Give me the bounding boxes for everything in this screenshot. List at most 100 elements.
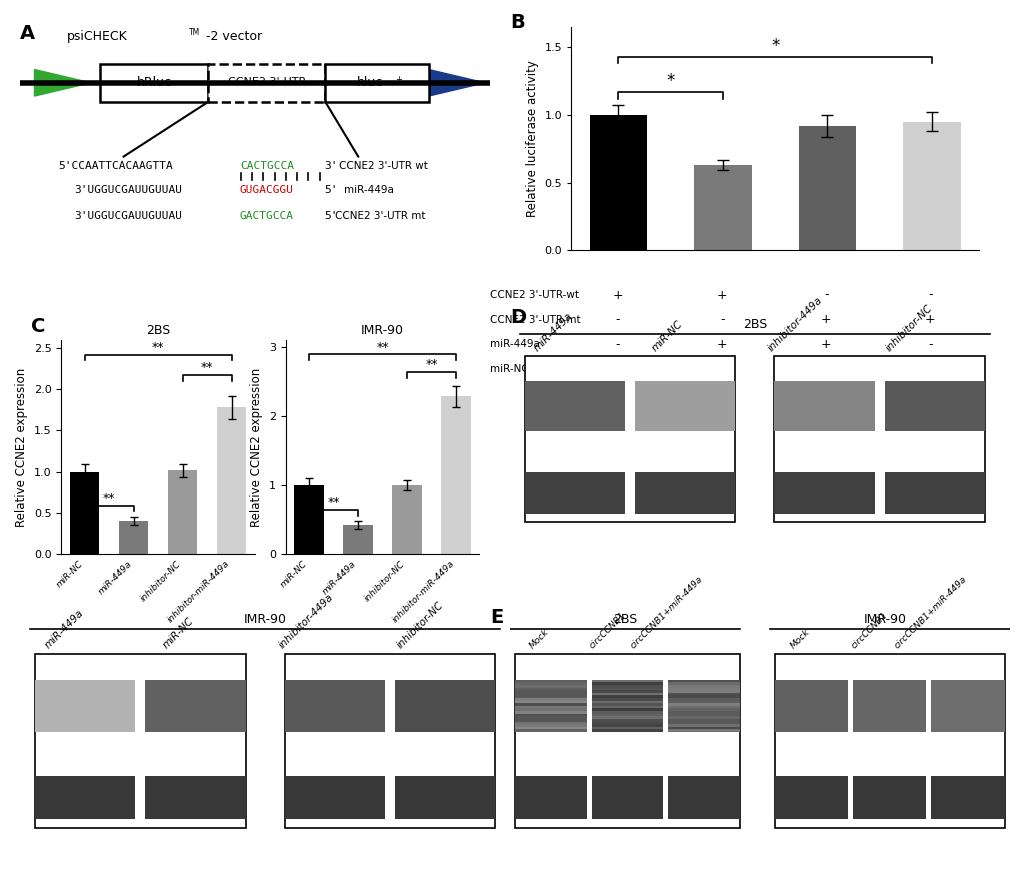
Text: E: E (489, 608, 502, 627)
Bar (667, 730, 739, 732)
Bar (515, 724, 586, 727)
Text: A: A (20, 24, 36, 43)
Y-axis label: Relative CCNE2 expression: Relative CCNE2 expression (250, 367, 263, 527)
Bar (515, 716, 586, 719)
Bar (515, 711, 586, 713)
Text: D: D (510, 308, 526, 327)
Text: B: B (510, 13, 524, 32)
Bar (902, 122, 960, 250)
Bar (667, 719, 739, 721)
Bar (773, 381, 874, 431)
Bar (667, 721, 739, 724)
Bar (773, 472, 874, 514)
Bar (667, 696, 739, 698)
Text: +: + (394, 75, 401, 84)
Bar (667, 679, 739, 682)
Bar (667, 724, 739, 727)
Bar (591, 701, 662, 704)
Text: 2BS: 2BS (612, 613, 637, 627)
Bar (667, 698, 739, 701)
Bar (591, 713, 662, 716)
Bar (774, 679, 848, 732)
Text: -: - (927, 289, 931, 301)
Bar (667, 690, 739, 693)
Bar (515, 701, 586, 704)
Bar (667, 701, 739, 704)
Bar (119, 521, 148, 554)
Text: -: - (615, 338, 620, 350)
Bar (591, 679, 662, 682)
Text: circCCNB1+miR-449a: circCCNB1+miR-449a (628, 575, 703, 651)
Bar (515, 685, 586, 687)
Bar (694, 165, 751, 250)
Bar (852, 679, 925, 732)
Bar (667, 716, 739, 719)
Bar (524, 472, 625, 514)
Y-axis label: Relative CCNE2 expression: Relative CCNE2 expression (15, 367, 29, 527)
Bar (515, 727, 586, 730)
Bar (589, 114, 647, 250)
Bar (667, 776, 739, 819)
Text: IMR-90: IMR-90 (862, 613, 906, 627)
Bar (591, 706, 662, 708)
Text: C: C (31, 317, 45, 336)
Bar (773, 356, 984, 522)
Bar (515, 696, 586, 698)
Text: Mock: Mock (527, 628, 550, 651)
Title: 2BS: 2BS (146, 325, 170, 337)
Text: circCCNB1: circCCNB1 (849, 611, 889, 651)
Text: +: + (924, 313, 934, 326)
Bar (145, 776, 246, 819)
Bar (774, 776, 848, 819)
Bar (591, 690, 662, 693)
Bar (591, 716, 662, 719)
Bar (591, 776, 662, 819)
Text: inhibitor-449a: inhibitor-449a (276, 593, 334, 651)
Bar (168, 470, 197, 554)
Bar (667, 706, 739, 708)
Text: CCNE2 3'-UTR mt: CCNE2 3'-UTR mt (334, 211, 425, 221)
Text: +: + (820, 338, 830, 350)
Text: 2BS: 2BS (742, 318, 766, 332)
Text: circCCNB1+miR-449a: circCCNB1+miR-449a (892, 575, 967, 651)
Text: +: + (924, 362, 934, 375)
Text: miR-NC: miR-NC (489, 364, 528, 374)
Bar (524, 381, 625, 431)
Text: miR-NC: miR-NC (161, 616, 196, 651)
Bar (591, 685, 662, 687)
Bar (284, 776, 385, 819)
Text: 3': 3' (324, 161, 337, 171)
Bar (515, 690, 586, 693)
Bar (667, 687, 739, 690)
Text: +: + (716, 289, 727, 301)
Text: -2 vector: -2 vector (206, 30, 262, 43)
Text: **: ** (327, 496, 339, 510)
Bar (930, 679, 1004, 732)
Text: 5'CCAATTCACAAGTTA: 5'CCAATTCACAAGTTA (58, 161, 172, 171)
Text: IMR-90: IMR-90 (244, 613, 286, 627)
Bar (634, 381, 735, 431)
Bar (667, 711, 739, 713)
Text: GUGACGGU: GUGACGGU (239, 185, 293, 195)
Bar (515, 708, 586, 711)
Text: 5': 5' (324, 211, 337, 221)
Text: -: - (927, 338, 931, 350)
Text: miR-NC: miR-NC (650, 318, 685, 353)
Text: miR-449a: miR-449a (489, 339, 539, 350)
Text: hRluc: hRluc (137, 76, 171, 89)
Bar (515, 698, 586, 701)
Text: +: + (716, 338, 727, 350)
Text: CCNE2 3'-UTR-mt: CCNE2 3'-UTR-mt (489, 315, 580, 325)
Bar (515, 719, 586, 721)
Bar (852, 776, 925, 819)
Bar (883, 472, 984, 514)
Bar (284, 654, 495, 828)
Bar (392, 485, 421, 554)
Text: TM: TM (190, 29, 201, 38)
Bar (883, 381, 984, 431)
Text: **: ** (103, 492, 115, 505)
Bar (515, 721, 586, 724)
Text: psiCHECK: psiCHECK (67, 30, 128, 43)
Bar (515, 776, 586, 819)
Bar (591, 698, 662, 701)
